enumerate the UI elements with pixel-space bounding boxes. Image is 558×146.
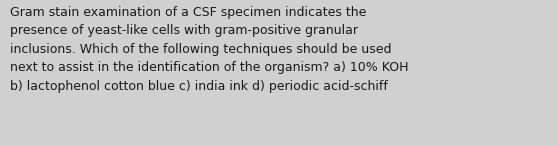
Text: Gram stain examination of a CSF specimen indicates the
presence of yeast-like ce: Gram stain examination of a CSF specimen… (10, 6, 408, 93)
